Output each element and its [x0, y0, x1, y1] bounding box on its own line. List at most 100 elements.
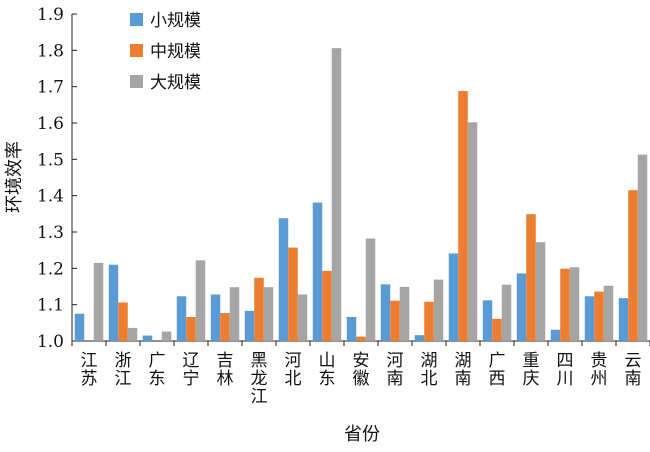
y-tick-label: 1.4 — [37, 187, 64, 207]
legend-swatch — [130, 44, 143, 57]
bar — [603, 285, 614, 341]
bar — [127, 327, 138, 341]
x-tick-label: 江 — [81, 351, 98, 371]
x-tick-label: 黑 — [251, 351, 268, 371]
x-tick-label: 山 — [319, 351, 336, 371]
x-tick-label: 湖 — [421, 351, 438, 371]
bar — [220, 313, 230, 341]
bar — [594, 291, 604, 341]
x-tick-label: 广 — [489, 351, 506, 371]
x-tick-label: 州 — [591, 369, 608, 389]
x-tick-label: 江 — [251, 387, 268, 407]
bar — [618, 298, 629, 341]
bar — [414, 335, 425, 341]
bar — [331, 48, 342, 342]
bar — [176, 296, 187, 341]
y-tick-label: 1.2 — [37, 259, 64, 279]
bar — [516, 273, 527, 341]
bar — [569, 267, 580, 341]
bar — [288, 247, 298, 341]
x-tick-label: 湖 — [455, 351, 472, 371]
bar — [195, 260, 206, 341]
bar — [448, 253, 459, 341]
bar — [380, 284, 391, 341]
x-tick-label: 宁 — [183, 369, 200, 389]
bar — [322, 270, 332, 341]
bar — [424, 301, 434, 341]
bar — [501, 284, 512, 341]
bar — [550, 329, 561, 341]
y-tick-label: 1.1 — [37, 296, 64, 316]
x-tick-label: 北 — [421, 369, 438, 389]
x-tick-label: 云 — [625, 351, 642, 371]
x-tick-label: 江 — [115, 369, 132, 389]
bar — [263, 287, 274, 341]
x-tick-label: 广 — [149, 351, 166, 371]
bar — [399, 286, 410, 341]
x-tick-label: 苏 — [81, 369, 98, 389]
x-tick-label: 北 — [285, 369, 302, 389]
x-tick-label: 南 — [625, 369, 642, 389]
bar — [390, 300, 400, 341]
x-tick-label: 东 — [149, 369, 166, 389]
bar — [118, 302, 128, 341]
bar — [297, 294, 308, 341]
legend-swatch — [130, 13, 143, 26]
bar — [142, 335, 153, 341]
y-tick-label: 1.3 — [37, 223, 64, 243]
plot-area: 1.01.11.21.31.41.51.61.71.81.9江苏浙江广东辽宁吉林… — [37, 5, 650, 407]
y-tick-label: 1.8 — [37, 41, 64, 61]
bar — [560, 268, 570, 341]
bar — [628, 190, 638, 341]
bar — [93, 262, 104, 341]
bar — [312, 202, 323, 341]
bar — [210, 294, 221, 341]
x-tick-label: 西 — [489, 369, 506, 389]
x-tick-label: 重 — [523, 351, 540, 371]
bar — [278, 218, 289, 341]
legend-label: 小规模 — [150, 11, 201, 31]
bar — [467, 122, 478, 341]
bar — [433, 279, 444, 341]
bar — [254, 277, 264, 341]
x-tick-label: 四 — [557, 351, 574, 371]
y-axis-title: 环境效率 — [4, 141, 25, 213]
bar — [161, 331, 172, 341]
legend-swatch — [130, 75, 143, 88]
bar — [108, 264, 119, 341]
y-tick-label: 1.9 — [37, 5, 64, 25]
bar — [186, 317, 196, 341]
legend-label: 中规模 — [150, 42, 201, 62]
x-tick-label: 辽 — [183, 351, 200, 371]
y-tick-label: 1.5 — [37, 150, 64, 170]
x-tick-label: 贵 — [591, 351, 608, 371]
x-tick-label: 南 — [387, 369, 404, 389]
x-tick-label: 河 — [285, 351, 302, 371]
bar — [74, 313, 85, 341]
x-tick-label: 浙 — [115, 351, 132, 371]
bar — [458, 91, 468, 341]
bar — [356, 336, 366, 341]
bar — [492, 318, 502, 341]
bar — [346, 317, 357, 341]
y-tick-label: 1.6 — [37, 114, 64, 134]
bar — [365, 238, 376, 341]
bar — [637, 154, 648, 341]
x-tick-label: 南 — [455, 369, 472, 389]
bar — [526, 214, 536, 341]
x-axis-title: 省份 — [344, 424, 380, 445]
x-tick-label: 庆 — [523, 369, 540, 389]
bar — [244, 310, 255, 341]
bar — [482, 300, 493, 341]
bar — [535, 242, 546, 341]
y-tick-label: 1.0 — [37, 332, 64, 352]
x-tick-label: 徽 — [353, 369, 370, 389]
x-tick-label: 东 — [319, 369, 336, 389]
x-tick-label: 安 — [353, 351, 370, 371]
x-tick-label: 林 — [217, 369, 234, 389]
bar — [584, 296, 595, 341]
y-tick-label: 1.7 — [37, 78, 64, 98]
x-tick-label: 河 — [387, 351, 404, 371]
